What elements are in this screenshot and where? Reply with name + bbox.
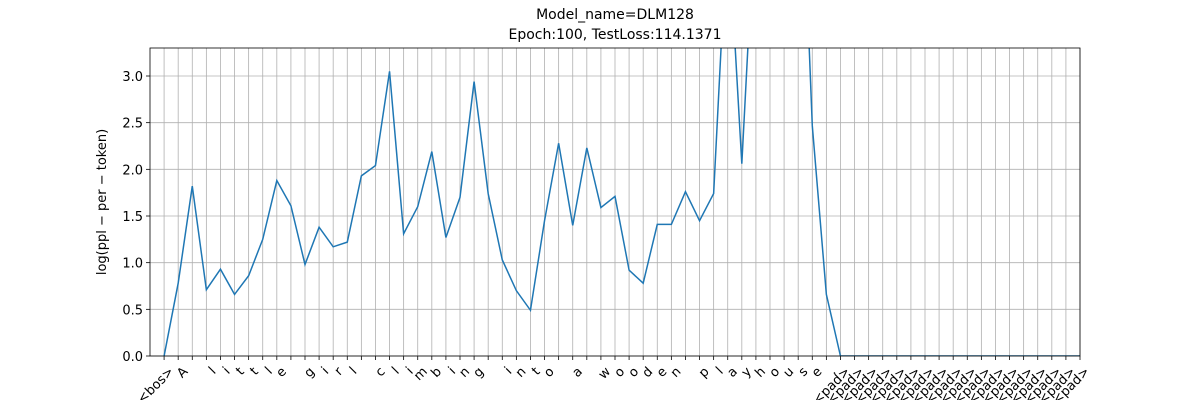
x-tick-label: l [347, 364, 360, 377]
x-tick-label: n [668, 364, 684, 380]
x-tick-label: c [373, 364, 389, 380]
x-tick-label: A [174, 364, 191, 381]
x-tick-label: g [302, 364, 318, 380]
plot-frame [149, 47, 1081, 357]
x-tick-label: i [220, 364, 233, 377]
x-tick-label: o [612, 364, 628, 380]
x-tick-label: <bos> [135, 364, 177, 400]
x-tick-label: o [541, 364, 557, 380]
x-tick-label: t [247, 364, 261, 378]
x-tick-label: r [332, 364, 347, 379]
x-tick-label: l [389, 364, 402, 377]
y-tick-label: 0.0 [122, 350, 143, 365]
x-tick-label: w [596, 364, 614, 382]
x-tick-label: e [809, 364, 825, 380]
x-tick-label: e [274, 364, 290, 380]
x-tick-label: a [725, 364, 741, 380]
x-tick-label: i [319, 364, 332, 377]
x-tick-label: h [753, 364, 769, 380]
x-tick-label: b [428, 364, 444, 380]
chart-subtitle: Epoch:100, TestLoss:114.1371 [508, 27, 721, 43]
y-tick-label: 1.5 [122, 210, 143, 225]
x-tick-label: p [696, 364, 712, 380]
x-tick-label: n [457, 364, 473, 380]
x-tick-label: e [654, 364, 670, 380]
x-tick-label: g [471, 364, 487, 380]
x-tick-label: y [739, 364, 755, 380]
y-tick-label: 2.5 [122, 117, 143, 132]
x-tick-label: t [233, 364, 247, 378]
y-axis-label: log(ppl − per − token) [95, 129, 110, 275]
x-tick-label: n [513, 364, 529, 380]
x-tick-label: d [640, 364, 656, 380]
x-tick-label: l [206, 364, 219, 377]
x-tick-label: o [626, 364, 642, 380]
x-tick-label: o [767, 364, 783, 380]
x-tick-label: s [796, 364, 812, 380]
x-tick-label: a [570, 364, 586, 380]
x-tick-label: t [529, 364, 543, 378]
data-line [163, 48, 1080, 356]
x-tick-label: u [781, 364, 797, 380]
y-tick-label: 1.0 [122, 257, 143, 272]
y-tick-label: 2.0 [122, 163, 143, 178]
y-tick-label: 0.5 [122, 303, 143, 318]
x-tick-label: m [411, 364, 431, 384]
chart-title: Model_name=DLM128 [536, 7, 694, 23]
y-tick-label: 3.0 [122, 70, 143, 85]
